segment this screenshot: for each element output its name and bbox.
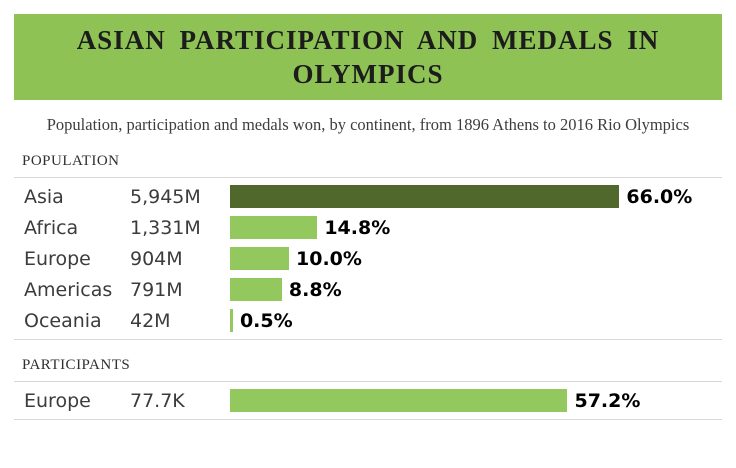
row-percent: 66.0%	[626, 185, 693, 208]
bar	[230, 278, 282, 301]
title-banner: ASIAN PARTICIPATION AND MEDALS IN OLYMPI…	[14, 14, 722, 100]
row-percent: 10.0%	[296, 247, 362, 270]
row-percent: 8.8%	[288, 278, 342, 301]
row-percent: 57.2%	[574, 389, 641, 412]
row-category: Americas	[24, 278, 113, 301]
subtitle: Population, participation and medals won…	[46, 115, 690, 134]
chart-row: Europe 77.7K 57.2%	[14, 385, 722, 416]
row-category: Asia	[24, 185, 64, 208]
section-label: POPULATION	[22, 153, 120, 169]
chart-row: Oceania 42M 0.5%	[14, 305, 722, 336]
bar-area: 10.0%	[230, 247, 722, 270]
bar	[230, 389, 568, 412]
section-population: POPULATION Asia 5,945M 66.0% Africa 1,331M 14.…	[0, 153, 736, 340]
chart-sections: POPULATION Asia 5,945M 66.0% Africa 1,331M 14.…	[0, 153, 736, 420]
row-value: 904M	[130, 247, 183, 270]
section-participants: PARTICIPANTS Europe 77.7K 57.2%	[0, 357, 736, 420]
row-value: 77.7K	[130, 389, 185, 412]
row-category: Europe	[24, 389, 91, 412]
bar-area: 57.2%	[230, 389, 722, 412]
row-category: Oceania	[24, 309, 102, 332]
bar-area: 0.5%	[230, 309, 722, 332]
bar-rows: Europe 77.7K 57.2%	[14, 381, 722, 420]
bar-area: 14.8%	[230, 216, 722, 239]
bar	[230, 247, 289, 270]
row-value: 791M	[130, 278, 183, 301]
section-label: PARTICIPANTS	[22, 357, 131, 373]
bar	[230, 309, 233, 332]
chart-row: Africa 1,331M 14.8%	[14, 212, 722, 243]
row-percent: 0.5%	[239, 309, 293, 332]
bar-area: 8.8%	[230, 278, 722, 301]
bar	[230, 216, 318, 239]
row-category: Africa	[24, 216, 79, 239]
row-category: Europe	[24, 247, 91, 270]
page-title: ASIAN PARTICIPATION AND MEDALS IN OLYMPI…	[76, 25, 660, 89]
row-value: 1,331M	[130, 216, 201, 239]
bar-rows: Asia 5,945M 66.0% Africa 1,331M 14.8% Europe 90…	[14, 177, 722, 340]
bar	[230, 185, 620, 208]
row-percent: 14.8%	[324, 216, 391, 239]
bar-area: 66.0%	[230, 185, 722, 208]
chart-row: Americas 791M 8.8%	[14, 274, 722, 305]
infographic: ASIAN PARTICIPATION AND MEDALS IN OLYMPI…	[0, 14, 736, 420]
chart-row: Asia 5,945M 66.0%	[14, 181, 722, 212]
chart-row: Europe 904M 10.0%	[14, 243, 722, 274]
row-value: 42M	[130, 309, 171, 332]
row-value: 5,945M	[130, 185, 201, 208]
